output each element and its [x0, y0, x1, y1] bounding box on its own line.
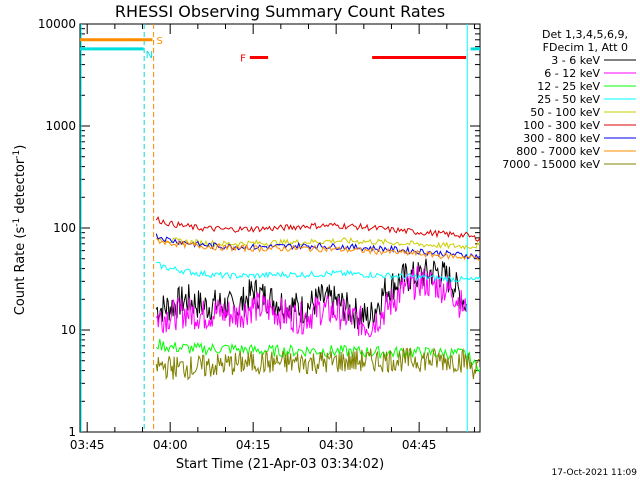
y-tick-label: 1	[68, 425, 76, 439]
series-line-5	[155, 234, 480, 250]
series-line-9	[155, 347, 480, 381]
x-tick-label: 04:15	[236, 438, 271, 452]
svg-text:Count Rate (s-1 detector-1): Count Rate (s-1 detector-1)	[12, 145, 28, 316]
x-tick-label: 04:00	[153, 438, 188, 452]
legend-entry-label: 3 - 6 keV	[551, 54, 600, 67]
legend-entry-label: 6 - 12 keV	[544, 67, 600, 80]
legend-entry-label: 100 - 300 keV	[523, 119, 600, 132]
legend-entry-label: 7000 - 15000 keV	[502, 158, 600, 171]
plot-area: 1 10 100 1000 10000 03:45 04:00 04:15 04:30 04:45…	[38, 17, 481, 452]
flag-label: F	[240, 53, 246, 64]
series-line-6	[155, 215, 480, 242]
y-tick-label: 1000	[45, 119, 76, 133]
series-line-4	[156, 261, 480, 283]
legend: Det 1,3,4,5,6,9,FDecim 1, Att 03 - 6 keV…	[502, 28, 636, 171]
y-tick-label: 10000	[38, 17, 76, 31]
legend-header-line: Det 1,3,4,5,6,9,	[542, 28, 628, 41]
y-axis-label: Count Rate (s-1 detector-1)	[12, 145, 28, 316]
legend-entry-label: 300 - 800 keV	[523, 132, 600, 145]
series-line-2	[155, 265, 467, 338]
y-tick-label: 100	[53, 221, 76, 235]
footer-timestamp: 17-Oct-2021 11:09	[552, 468, 638, 478]
x-tick-label: 04:45	[402, 438, 437, 452]
chart-title: RHESSI Observing Summary Count Rates	[115, 2, 445, 21]
legend-header-line: FDecim 1, Att 0	[543, 41, 628, 54]
legend-entry-label: 25 - 50 keV	[537, 93, 600, 106]
series-line-3	[156, 338, 480, 373]
flag-label: N	[146, 50, 153, 61]
x-tick-label: 04:30	[319, 438, 354, 452]
y-tick-label: 10	[61, 323, 76, 337]
legend-entry-label: 12 - 25 keV	[537, 80, 600, 93]
x-tick-label: 03:45	[70, 438, 105, 452]
series-line-8	[155, 238, 480, 262]
y-label-sup1: -1	[12, 218, 22, 227]
series-line-1	[155, 258, 467, 330]
legend-entry-label: 50 - 100 keV	[530, 106, 600, 119]
x-axis-label: Start Time (21-Apr-03 03:34:02)	[176, 457, 384, 472]
flag-label: S	[156, 36, 162, 47]
legend-entry-label: 800 - 7000 keV	[516, 145, 600, 158]
